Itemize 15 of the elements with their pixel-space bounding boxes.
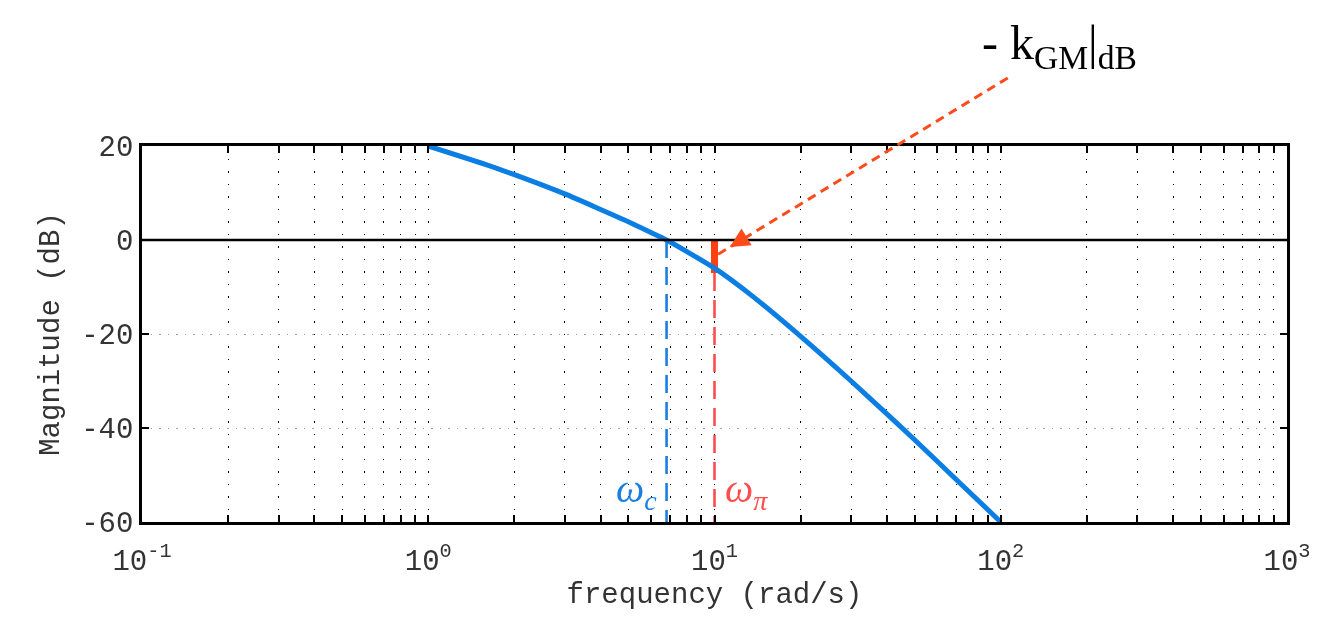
x-tick-label: 10$^{1}$ bbox=[691, 540, 738, 579]
y-tick-label: -20 bbox=[81, 320, 134, 354]
annotation: - k$_{GM}$|$_{dB}$ bbox=[982, 16, 1137, 77]
x-tick-label: 10$^{3}$ bbox=[1263, 540, 1311, 579]
y-tick-label: -60 bbox=[81, 508, 134, 542]
x-tick-label: 10$^{-1}$ bbox=[112, 540, 172, 579]
series-label: ω$_{π}$ bbox=[725, 466, 769, 517]
series-label: ω$_{c}$ bbox=[616, 466, 658, 517]
x-tick-label: 10$^{2}$ bbox=[977, 540, 1025, 579]
y-tick-label: 20 bbox=[98, 132, 134, 166]
x-axis-title: frequency (rad/s) bbox=[566, 579, 863, 613]
y-tick-label: 0 bbox=[115, 226, 134, 260]
x-tick-label: 10$^{0}$ bbox=[404, 540, 452, 579]
y-axis-title: Magnitude (dB) bbox=[34, 212, 68, 456]
y-tick-label: -40 bbox=[81, 414, 134, 448]
